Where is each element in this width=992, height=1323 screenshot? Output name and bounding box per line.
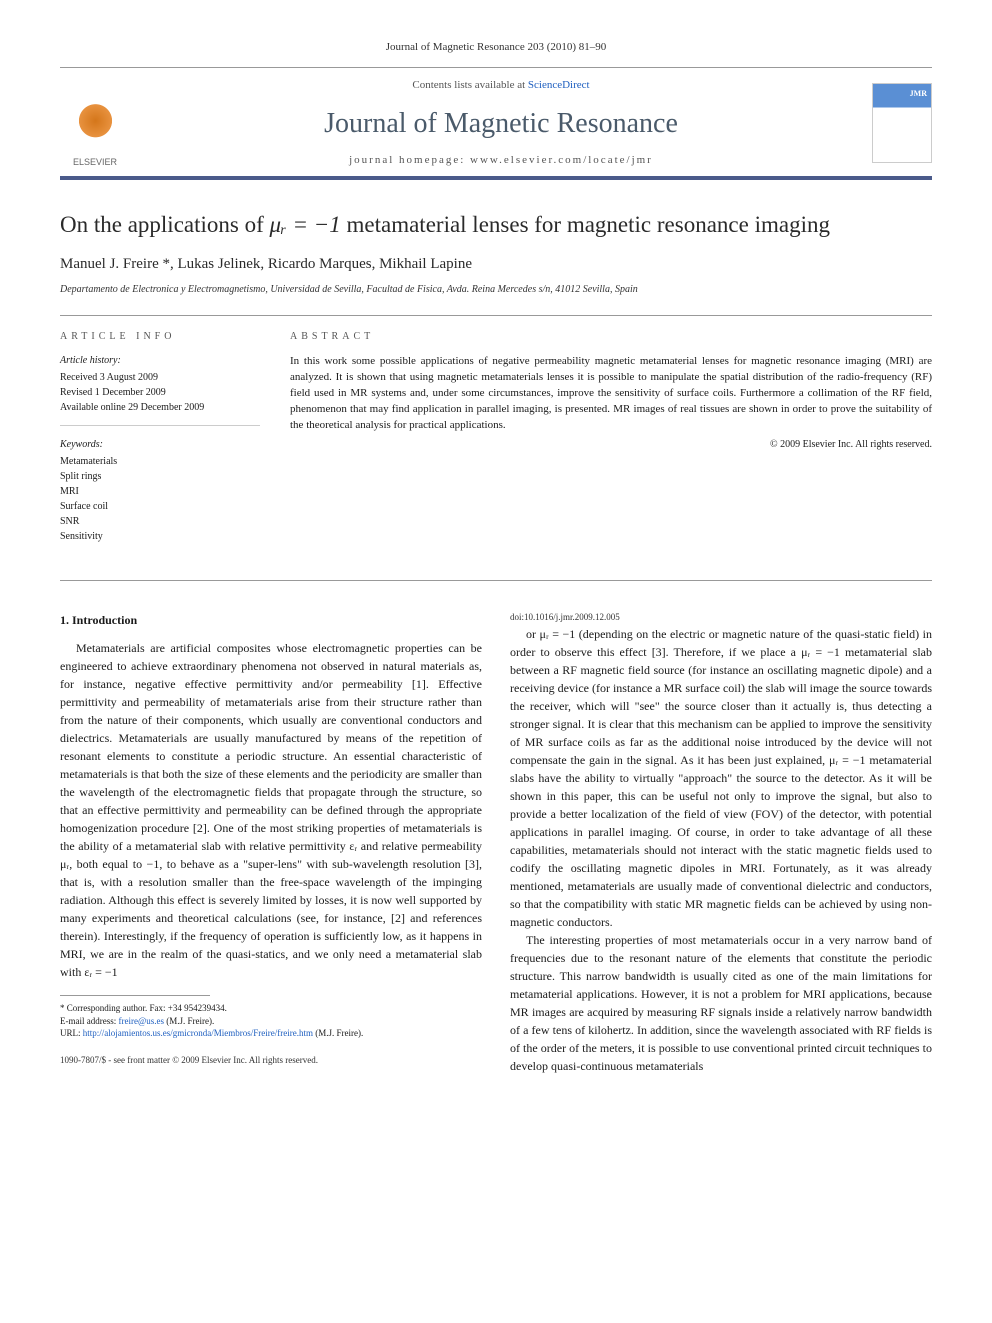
authors: Manuel J. Freire *, Lukas Jelinek, Ricar…: [60, 254, 932, 275]
journal-homepage: journal homepage: www.elsevier.com/locat…: [150, 153, 852, 168]
history-head: Article history:: [60, 354, 260, 368]
abstract-label: ABSTRACT: [290, 330, 932, 344]
title-math: μᵣ = −1: [270, 212, 341, 237]
history-line: Available online 29 December 2009: [60, 400, 260, 415]
affiliation: Departamento de Electronica y Electromag…: [60, 283, 932, 297]
body-paragraph: Metamaterials are artificial composites …: [60, 639, 482, 981]
abstract-text: In this work some possible applications …: [290, 354, 932, 434]
homepage-prefix: journal homepage:: [349, 154, 470, 166]
body-paragraph: The interesting properties of most metam…: [510, 931, 932, 1075]
contents-prefix: Contents lists available at: [412, 79, 527, 91]
author-url-link[interactable]: http://alojamientos.us.es/gmicronda/Miem…: [83, 1028, 313, 1038]
footnote-separator: [60, 995, 210, 996]
email-line: E-mail address: freire@us.es (M.J. Freir…: [60, 1015, 482, 1028]
keyword: Split rings: [60, 469, 260, 484]
history-line: Received 3 August 2009: [60, 370, 260, 385]
footnotes: * Corresponding author. Fax: +34 9542394…: [60, 1002, 482, 1040]
keyword: Metamaterials: [60, 454, 260, 469]
intro-heading: 1. Introduction: [60, 611, 482, 629]
header-center: Contents lists available at ScienceDirec…: [150, 78, 852, 168]
email-suffix: (M.J. Freire).: [164, 1016, 214, 1026]
history-line: Revised 1 December 2009: [60, 385, 260, 400]
abstract-column: ABSTRACT In this work some possible appl…: [290, 330, 932, 566]
elsevier-logo: [60, 83, 130, 163]
email-link[interactable]: freire@us.es: [118, 1016, 164, 1026]
email-label: E-mail address:: [60, 1016, 118, 1026]
title-suffix: metamaterial lenses for magnetic resonan…: [341, 212, 830, 237]
contents-available: Contents lists available at ScienceDirec…: [150, 78, 852, 93]
front-matter-line: 1090-7807/$ - see front matter © 2009 El…: [60, 1054, 482, 1068]
info-abstract-row: ARTICLE INFO Article history: Received 3…: [60, 315, 932, 581]
corresponding-author-note: * Corresponding author. Fax: +34 9542394…: [60, 1002, 482, 1015]
body-paragraph: or μᵣ = −1 (depending on the electric or…: [510, 625, 932, 931]
body-text: 1. Introduction Metamaterials are artifi…: [60, 611, 932, 1075]
url-line: URL: http://alojamientos.us.es/gmicronda…: [60, 1027, 482, 1040]
keyword: Surface coil: [60, 499, 260, 514]
title-prefix: On the applications of: [60, 212, 270, 237]
journal-header: Contents lists available at ScienceDirec…: [60, 67, 932, 180]
keyword: Sensitivity: [60, 529, 260, 544]
article-info-column: ARTICLE INFO Article history: Received 3…: [60, 330, 260, 566]
elsevier-tree-icon: [68, 96, 123, 151]
keywords-head: Keywords:: [60, 438, 260, 452]
doi-line: doi:10.1016/j.jmr.2009.12.005: [510, 611, 932, 625]
keyword: SNR: [60, 514, 260, 529]
url-label: URL:: [60, 1028, 83, 1038]
sciencedirect-link[interactable]: ScienceDirect: [528, 79, 590, 91]
journal-cover-thumbnail: [872, 83, 932, 163]
journal-name: Journal of Magnetic Resonance: [150, 104, 852, 143]
url-suffix: (M.J. Freire).: [313, 1028, 363, 1038]
article-history-block: Article history: Received 3 August 2009 …: [60, 354, 260, 426]
article-title: On the applications of μᵣ = −1 metamater…: [60, 210, 932, 240]
homepage-url: www.elsevier.com/locate/jmr: [470, 154, 653, 166]
abstract-copyright: © 2009 Elsevier Inc. All rights reserved…: [290, 438, 932, 452]
keyword: MRI: [60, 484, 260, 499]
article-info-label: ARTICLE INFO: [60, 330, 260, 344]
citation-line: Journal of Magnetic Resonance 203 (2010)…: [60, 40, 932, 55]
keywords-block: Keywords: Metamaterials Split rings MRI …: [60, 438, 260, 554]
